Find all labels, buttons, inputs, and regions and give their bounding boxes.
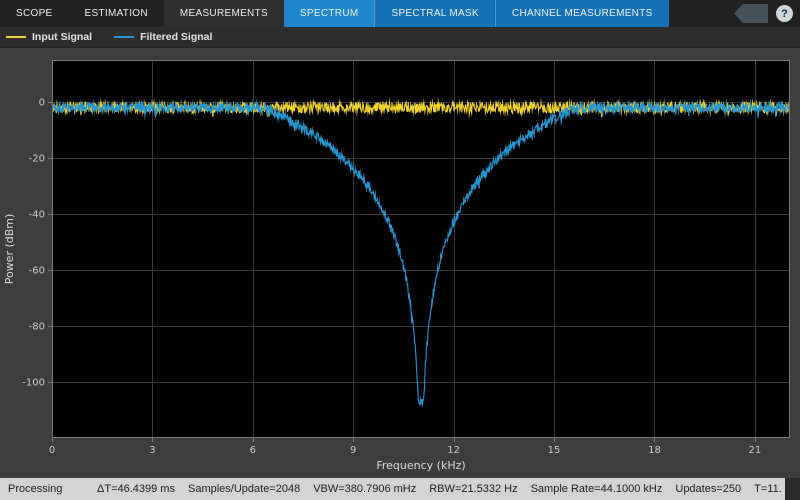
toolbar-spacer [669, 0, 734, 27]
filtered-signal-label: Filtered Signal [140, 31, 213, 43]
plot-area [0, 48, 800, 478]
tab-spectrum[interactable]: SPECTRUM [283, 0, 375, 27]
status-updates: Updates=250 [675, 483, 742, 495]
spectrum-plot-canvas[interactable] [0, 48, 800, 478]
status-time: T=11. [754, 483, 782, 495]
resize-grip[interactable] [785, 478, 800, 500]
tab-scope[interactable]: SCOPE [0, 0, 69, 27]
status-state: Processing [8, 483, 63, 495]
status-sample-rate: Sample Rate=44.1000 kHz [530, 483, 663, 495]
toolstrip: SCOPE ESTIMATION MEASUREMENTS SPECTRUM S… [0, 0, 800, 27]
tab-spectral-mask[interactable]: SPECTRAL MASK [374, 0, 495, 27]
input-signal-label: Input Signal [32, 31, 93, 43]
collapse-toolstrip-icon[interactable] [734, 4, 768, 23]
legend-item-input-signal[interactable]: Input Signal [6, 31, 92, 43]
legend-bar: Input Signal Filtered Signal [0, 27, 800, 48]
status-bar: Processing ΔT=46.4399 ms Samples/Update=… [0, 478, 800, 500]
filtered-signal-swatch [114, 36, 135, 38]
tab-measurements[interactable]: MEASUREMENTS [163, 0, 284, 27]
input-signal-swatch [6, 36, 26, 38]
tab-channel-measurements[interactable]: CHANNEL MEASUREMENTS [494, 0, 669, 27]
status-samples-per-update: Samples/Update=2048 [187, 483, 301, 495]
status-vbw: VBW=380.7906 mHz [313, 483, 417, 495]
status-rbw: RBW=21.5332 Hz [429, 483, 518, 495]
help-button[interactable]: ? [776, 5, 793, 22]
status-delta-t: ΔT=46.4399 ms [97, 483, 175, 495]
legend-item-filtered-signal[interactable]: Filtered Signal [114, 31, 212, 43]
tab-estimation[interactable]: ESTIMATION [68, 0, 164, 27]
